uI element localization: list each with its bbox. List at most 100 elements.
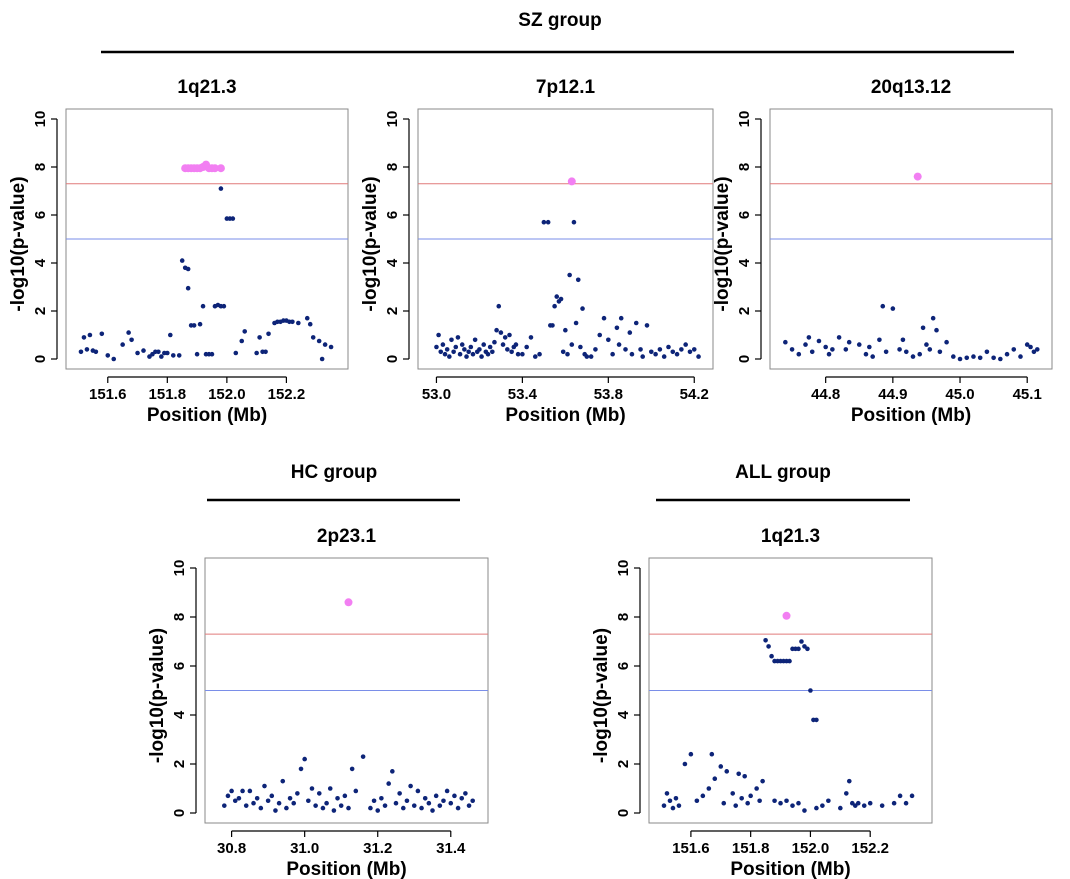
snp-point xyxy=(856,342,862,347)
significant-snp-point xyxy=(210,164,219,173)
panel-3: 20q13.12 0 2 4 6 8 10 -log10(p-value) 44.8 44.9 45… xyxy=(712,77,1053,426)
group-title-hc: HC group xyxy=(291,462,378,483)
snp-point xyxy=(156,349,161,355)
snp-point xyxy=(327,786,333,791)
snp-point xyxy=(209,351,215,357)
x-tick-label: 44.8 xyxy=(811,386,840,403)
snp-point xyxy=(441,798,446,804)
snp-point xyxy=(368,805,373,811)
snp-point xyxy=(843,791,849,796)
snp-point xyxy=(243,803,249,808)
snp-point xyxy=(1018,354,1023,359)
panel-title: 20q13.12 xyxy=(871,77,951,98)
snp-point xyxy=(937,349,943,355)
snp-point xyxy=(673,796,679,801)
snp-point xyxy=(545,219,551,225)
x-tick-label: 31.2 xyxy=(363,840,392,857)
snp-point xyxy=(826,798,831,804)
y-tick-label: 4 xyxy=(171,710,188,719)
snp-point xyxy=(99,331,105,337)
snp-point xyxy=(890,306,896,311)
x-tick-label: 151.6 xyxy=(672,840,710,857)
x-tick-label: 152.0 xyxy=(208,386,246,403)
x-tick-label: 31.4 xyxy=(436,840,466,857)
snp-point xyxy=(778,800,783,806)
snp-point xyxy=(565,351,570,357)
snp-point xyxy=(306,798,311,804)
snp-point xyxy=(627,330,633,335)
snp-point xyxy=(313,803,318,808)
snp-point xyxy=(721,800,727,806)
snp-point xyxy=(459,796,465,801)
snp-point xyxy=(494,327,499,333)
snp-point xyxy=(452,793,457,799)
snp-point xyxy=(971,354,976,359)
snp-point xyxy=(442,351,448,357)
snp-point xyxy=(883,349,889,355)
y-tick-label: 8 xyxy=(171,613,188,621)
snp-point xyxy=(552,303,557,309)
snp-point xyxy=(682,761,688,767)
snp-point xyxy=(532,354,538,359)
y-tick-label: 8 xyxy=(615,613,632,621)
snp-point xyxy=(353,788,359,794)
snp-point xyxy=(846,339,852,345)
snp-point xyxy=(191,323,197,328)
snp-point xyxy=(748,793,753,799)
snp-point xyxy=(472,337,478,343)
snp-point xyxy=(558,296,564,302)
snp-point xyxy=(991,355,996,361)
snp-point xyxy=(790,803,795,808)
snp-point xyxy=(290,319,295,325)
snp-point xyxy=(436,332,441,338)
y-tick-label: 6 xyxy=(171,662,188,670)
snp-point xyxy=(505,347,510,352)
y-tick-label: 4 xyxy=(615,710,632,719)
snp-point xyxy=(796,800,801,806)
x-axis-label: Position (Mb) xyxy=(286,859,406,879)
snp-point xyxy=(1034,347,1040,352)
snp-point xyxy=(910,354,916,359)
panel-5: 1q21.3 0 2 4 6 8 10 -log10(p-value) 151.6 151.8 15… xyxy=(591,526,933,879)
snp-point xyxy=(783,339,788,345)
snp-point xyxy=(319,356,325,362)
snp-point xyxy=(463,791,468,796)
snp-point xyxy=(629,351,635,357)
snp-point xyxy=(404,798,410,804)
snp-point xyxy=(111,356,117,362)
snp-point xyxy=(382,803,388,808)
snp-point xyxy=(408,783,413,789)
snp-point xyxy=(449,337,454,343)
snp-point xyxy=(550,323,555,328)
snp-point xyxy=(573,320,579,326)
snp-point xyxy=(322,342,328,347)
group-title-all: ALL group xyxy=(735,462,831,483)
snp-point xyxy=(254,350,259,356)
snp-point xyxy=(464,354,469,359)
snp-point xyxy=(816,338,822,344)
snp-point xyxy=(411,803,417,808)
snp-point xyxy=(900,337,906,343)
x-axis-label: Position (Mb) xyxy=(730,859,850,879)
snp-point xyxy=(877,337,882,343)
snp-point xyxy=(1011,347,1017,352)
snp-point xyxy=(273,808,278,813)
x-tick-label: 54.2 xyxy=(680,386,709,403)
snp-point xyxy=(957,356,963,362)
snp-point xyxy=(105,353,111,358)
snp-point xyxy=(390,769,395,774)
snp-point xyxy=(667,798,673,804)
snp-point xyxy=(808,688,813,693)
x-tick-label: 45.1 xyxy=(1013,386,1042,403)
snp-point xyxy=(262,783,267,789)
snp-point xyxy=(269,793,275,799)
snp-point xyxy=(515,351,521,357)
panel-4: 2p23.1 0 2 4 6 8 10 -log10(p-value) 30.8 31.0 31.2… xyxy=(147,526,489,879)
snp-point xyxy=(903,800,909,806)
snp-point xyxy=(386,781,391,786)
snp-point xyxy=(739,796,744,801)
panel-title: 1q21.3 xyxy=(761,526,820,547)
snp-point xyxy=(712,776,718,781)
y-tick-label: 10 xyxy=(384,111,401,128)
